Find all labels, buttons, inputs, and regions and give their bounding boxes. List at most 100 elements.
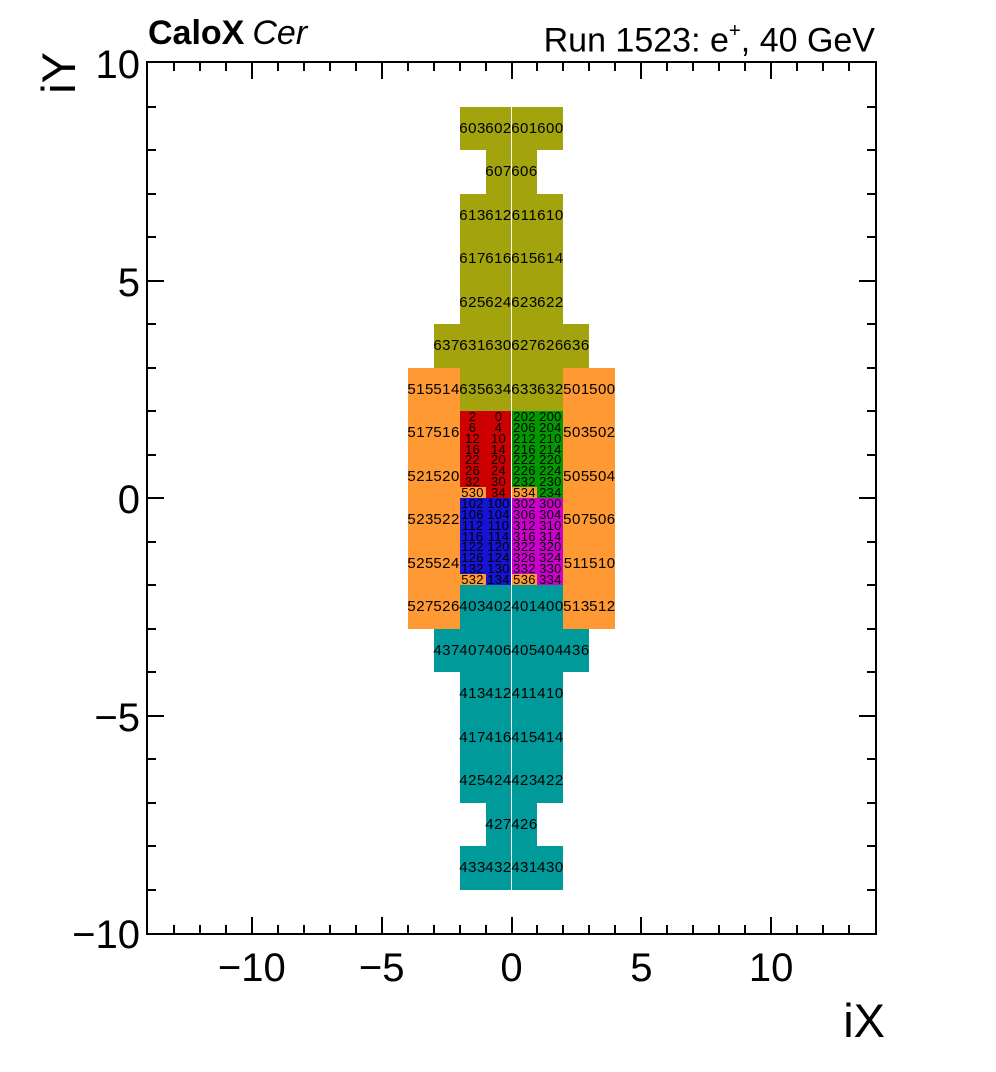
calo-cell: 600 bbox=[537, 106, 564, 150]
calo-cell: 636 bbox=[563, 324, 590, 368]
x-tick-label: −5 bbox=[358, 946, 405, 990]
axis-tick bbox=[510, 63, 513, 79]
axis-tick bbox=[302, 925, 305, 933]
y-tick-label: −10 bbox=[72, 913, 140, 957]
axis-tick bbox=[867, 627, 875, 630]
calo-cell: 22 bbox=[459, 452, 486, 467]
calo-cell: 513 bbox=[563, 585, 590, 629]
axis-tick bbox=[354, 63, 357, 71]
calo-cell: 522 bbox=[433, 498, 460, 542]
calo-cell: 26 bbox=[459, 463, 486, 478]
calo-cell: 426 bbox=[511, 802, 538, 846]
axis-tick bbox=[380, 917, 383, 933]
experiment-name: CaloX bbox=[148, 14, 245, 52]
calo-cell: 500 bbox=[589, 367, 616, 411]
calo-cell: 630 bbox=[485, 324, 512, 368]
calo-cell: 310 bbox=[537, 517, 564, 533]
calo-cell: 617 bbox=[459, 237, 486, 281]
calo-cell: 512 bbox=[589, 585, 616, 629]
axis-tick bbox=[406, 925, 409, 933]
axis-tick bbox=[867, 801, 875, 804]
calo-cell: 6 bbox=[459, 420, 486, 435]
x-tick-label: 5 bbox=[630, 946, 653, 990]
calo-cell: 527 bbox=[407, 585, 434, 629]
x-tick-label: 10 bbox=[748, 946, 794, 990]
calo-cell: 624 bbox=[485, 280, 512, 324]
calo-cell: 430 bbox=[537, 846, 564, 890]
axis-tick bbox=[770, 63, 773, 79]
calo-cell: 110 bbox=[485, 518, 512, 533]
calo-cell: 120 bbox=[485, 539, 512, 555]
axis-tick bbox=[562, 925, 565, 933]
axis-tick bbox=[867, 845, 875, 847]
axis-tick bbox=[198, 63, 201, 71]
calo-cell: 515 bbox=[407, 367, 434, 411]
axis-tick bbox=[666, 925, 669, 933]
calo-cell: 102 bbox=[459, 495, 486, 511]
calo-cell: 114 bbox=[485, 529, 512, 544]
axis-tick bbox=[510, 917, 513, 933]
axis-tick bbox=[484, 63, 487, 71]
calo-cell: 637 bbox=[433, 324, 460, 368]
calo-cell: 222 bbox=[511, 452, 538, 468]
calo-cell: 402 bbox=[485, 585, 512, 629]
axis-tick bbox=[458, 925, 461, 933]
calo-cell: 132 bbox=[459, 561, 486, 577]
axis-tick bbox=[744, 63, 747, 71]
calo-cell: 615 bbox=[511, 237, 538, 281]
axis-tick bbox=[172, 63, 175, 71]
x-tick-label: −10 bbox=[217, 946, 286, 990]
calo-cell: 216 bbox=[511, 441, 538, 457]
y-tick-label: 0 bbox=[117, 478, 140, 522]
calo-cell: 623 bbox=[511, 280, 538, 324]
calo-cell: 507 bbox=[563, 498, 590, 542]
beam-energy-text: , 40 GeV bbox=[740, 21, 875, 60]
axis-tick bbox=[148, 236, 156, 238]
calo-cell: 516 bbox=[433, 411, 460, 455]
axis-tick bbox=[536, 63, 539, 71]
axis-tick bbox=[848, 925, 851, 933]
calo-cell: 304 bbox=[537, 506, 564, 522]
calo-cell: 226 bbox=[511, 463, 538, 479]
calo-cell: 506 bbox=[589, 498, 616, 542]
calo-cell: 24 bbox=[485, 463, 512, 478]
axis-tick bbox=[484, 925, 487, 933]
calo-cell: 437 bbox=[433, 628, 460, 672]
axis-tick bbox=[718, 925, 721, 933]
calo-cell: 523 bbox=[407, 498, 434, 542]
calo-cell: 200 bbox=[537, 408, 564, 424]
calo-cell: 224 bbox=[537, 463, 564, 479]
calo-cell: 401 bbox=[511, 585, 538, 629]
calo-cell: 334 bbox=[537, 572, 564, 588]
axis-tick bbox=[867, 453, 875, 456]
calo-cell: 112 bbox=[459, 518, 486, 533]
calo-cell: 322 bbox=[511, 539, 538, 555]
calo-cell: 326 bbox=[511, 550, 538, 566]
calo-cell: 10 bbox=[485, 431, 512, 446]
calo-cell: 602 bbox=[485, 106, 512, 150]
calo-cell: 511 bbox=[563, 541, 590, 585]
calo-cell: 530 bbox=[459, 485, 486, 501]
calo-cell: 635 bbox=[459, 367, 486, 411]
calo-cell: 632 bbox=[537, 367, 564, 411]
calo-cell: 324 bbox=[537, 550, 564, 566]
calo-cell: 411 bbox=[511, 672, 538, 716]
calo-cell: 403 bbox=[459, 585, 486, 629]
axis-tick bbox=[148, 323, 156, 325]
calo-cell: 405 bbox=[511, 628, 538, 672]
axis-tick bbox=[148, 758, 156, 760]
axis-tick bbox=[432, 925, 435, 933]
calo-cell: 400 bbox=[537, 585, 564, 629]
calo-cell: 532 bbox=[459, 572, 486, 588]
axis-tick bbox=[148, 801, 156, 804]
calo-cell: 502 bbox=[589, 411, 616, 455]
axis-tick bbox=[859, 497, 875, 499]
calo-cell: 106 bbox=[459, 506, 486, 522]
calo-cell: 517 bbox=[407, 411, 434, 455]
calo-cell: 616 bbox=[485, 237, 512, 281]
axis-tick bbox=[867, 236, 875, 238]
calo-cell: 412 bbox=[485, 672, 512, 716]
calo-cell: 407 bbox=[459, 628, 486, 672]
axis-tick bbox=[867, 366, 875, 369]
